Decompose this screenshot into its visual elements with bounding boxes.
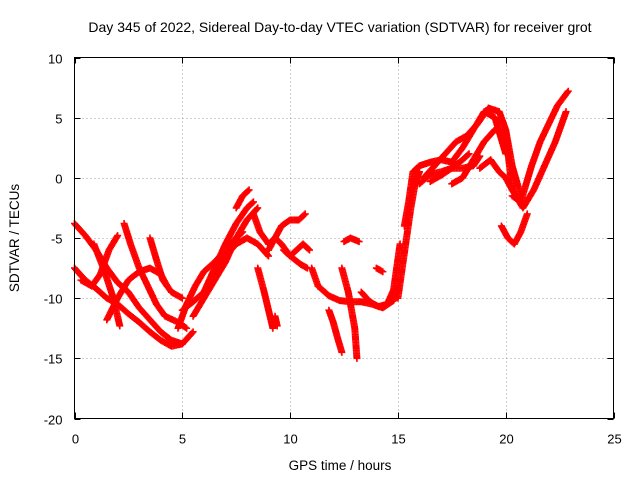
data-point bbox=[562, 108, 570, 116]
chart-title: Day 345 of 2022, Sidereal Day-to-day VTE… bbox=[88, 19, 591, 35]
x-tick-label: 25 bbox=[607, 432, 621, 447]
data-point bbox=[244, 187, 252, 195]
data-point bbox=[114, 232, 122, 240]
data-point bbox=[181, 323, 189, 331]
data-point bbox=[273, 322, 281, 330]
data-point bbox=[464, 151, 472, 159]
y-tick-label: -10 bbox=[44, 292, 63, 307]
series-track-14 bbox=[254, 264, 277, 332]
series-track-20 bbox=[325, 306, 346, 356]
data-point bbox=[300, 211, 308, 219]
series-track-18 bbox=[308, 264, 322, 290]
series-track-12 bbox=[232, 186, 253, 212]
series-track-33 bbox=[508, 87, 572, 206]
series-track-32 bbox=[497, 210, 531, 248]
data-point bbox=[564, 87, 572, 95]
data-point bbox=[338, 348, 346, 356]
series-track-15 bbox=[265, 210, 309, 254]
data-point bbox=[265, 252, 273, 260]
data-point bbox=[301, 210, 309, 218]
series-track-21 bbox=[338, 264, 361, 362]
data-point bbox=[178, 294, 186, 302]
y-tick-label: 0 bbox=[55, 172, 62, 187]
y-tick-labels: -20 -15 -10 -5 0 5 10 bbox=[44, 52, 63, 428]
data-point bbox=[249, 198, 257, 206]
data-point bbox=[189, 328, 197, 336]
y-tick-label: -20 bbox=[44, 413, 63, 428]
y-axis-title: SDTVAR / TECUs bbox=[7, 184, 22, 293]
series-track-24 bbox=[372, 264, 387, 276]
data-marks bbox=[71, 87, 572, 362]
x-tick-label: 5 bbox=[179, 432, 186, 447]
series-track-17 bbox=[271, 312, 281, 330]
data-point bbox=[178, 340, 186, 348]
series-track-16 bbox=[280, 240, 314, 260]
data-point bbox=[355, 238, 363, 246]
series-track-22 bbox=[340, 234, 363, 246]
data-point bbox=[264, 251, 272, 259]
data-point bbox=[253, 205, 261, 213]
y-tick-label: -15 bbox=[44, 352, 63, 367]
x-tick-label: 20 bbox=[499, 432, 513, 447]
series-track-30 bbox=[448, 126, 516, 194]
data-point bbox=[188, 329, 196, 337]
y-tick-label: -5 bbox=[51, 232, 63, 247]
data-point bbox=[183, 324, 191, 332]
series-track-11 bbox=[178, 198, 257, 314]
x-tick-label: 10 bbox=[283, 432, 297, 447]
series-track-9 bbox=[189, 204, 262, 320]
data-point bbox=[353, 354, 361, 362]
x-tick-label: 0 bbox=[72, 432, 79, 447]
x-tick-labels: 0 5 10 15 20 25 bbox=[72, 432, 622, 447]
x-axis-title: GPS time / hours bbox=[289, 458, 392, 473]
data-point bbox=[306, 246, 314, 254]
series-track-7 bbox=[146, 234, 186, 302]
y-tick-label: 5 bbox=[55, 112, 62, 127]
data-point bbox=[116, 322, 124, 330]
data-point bbox=[465, 150, 473, 158]
axis-ticks bbox=[74, 57, 615, 420]
data-point bbox=[254, 204, 262, 212]
data-point bbox=[304, 245, 312, 253]
grid-lines bbox=[74, 57, 614, 419]
data-point bbox=[248, 199, 256, 207]
y-tick-label: 10 bbox=[48, 52, 62, 67]
data-point bbox=[245, 186, 253, 194]
data-point bbox=[379, 268, 387, 276]
data-point bbox=[523, 210, 531, 218]
data-point bbox=[563, 88, 571, 96]
data-point bbox=[269, 324, 277, 332]
x-tick-label: 15 bbox=[391, 432, 405, 447]
